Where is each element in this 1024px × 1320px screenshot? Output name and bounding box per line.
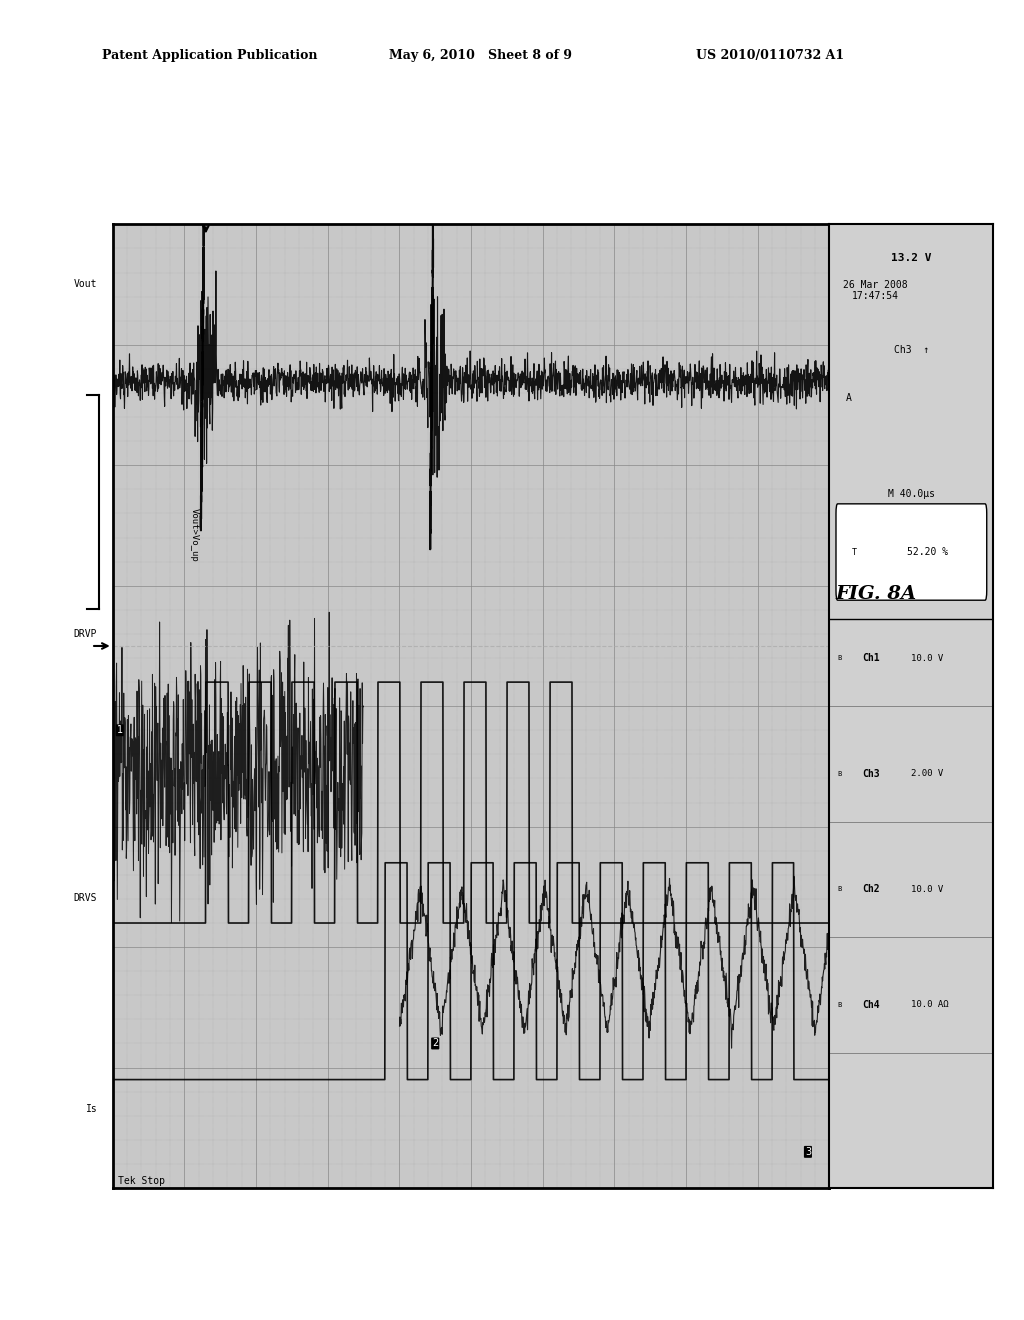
Text: Vout>Vo_up: Vout>Vo_up [189, 508, 199, 561]
Text: 10.0 V: 10.0 V [911, 884, 943, 894]
Text: 52.20 %: 52.20 % [907, 546, 948, 557]
Text: A: A [846, 393, 852, 403]
Text: B: B [838, 886, 842, 892]
Text: 10.0 V: 10.0 V [911, 653, 943, 663]
Text: US 2010/0110732 A1: US 2010/0110732 A1 [696, 49, 845, 62]
Text: B: B [838, 655, 842, 661]
Text: M 40.0µs: M 40.0µs [888, 490, 935, 499]
Text: Vout: Vout [74, 279, 97, 289]
Text: Ch2: Ch2 [862, 884, 880, 894]
Text: Ch1: Ch1 [862, 653, 880, 663]
Text: FIG. 8A: FIG. 8A [835, 585, 916, 603]
Text: DRVS: DRVS [74, 892, 97, 903]
Text: 3: 3 [805, 1147, 811, 1156]
Text: Ch3: Ch3 [862, 768, 880, 779]
Text: Ch3  ↑: Ch3 ↑ [894, 345, 929, 355]
Text: B: B [838, 771, 842, 776]
Text: 1: 1 [117, 725, 123, 735]
Text: 13.2 V: 13.2 V [891, 253, 932, 263]
Text: B: B [838, 1002, 842, 1008]
FancyBboxPatch shape [836, 504, 987, 601]
Text: Tek Stop: Tek Stop [118, 1176, 165, 1187]
Text: 10.0 AΩ: 10.0 AΩ [911, 1001, 949, 1010]
Text: Patent Application Publication: Patent Application Publication [102, 49, 317, 62]
Text: 26 Mar 2008
17:47:54: 26 Mar 2008 17:47:54 [843, 280, 908, 301]
Text: Ch4: Ch4 [862, 1001, 880, 1010]
Text: May 6, 2010   Sheet 8 of 9: May 6, 2010 Sheet 8 of 9 [389, 49, 572, 62]
Text: T: T [852, 548, 856, 557]
Text: Is: Is [86, 1104, 97, 1114]
Text: 2.00 V: 2.00 V [911, 770, 943, 779]
Text: DRVP: DRVP [74, 628, 97, 639]
Text: 2: 2 [432, 1039, 438, 1048]
